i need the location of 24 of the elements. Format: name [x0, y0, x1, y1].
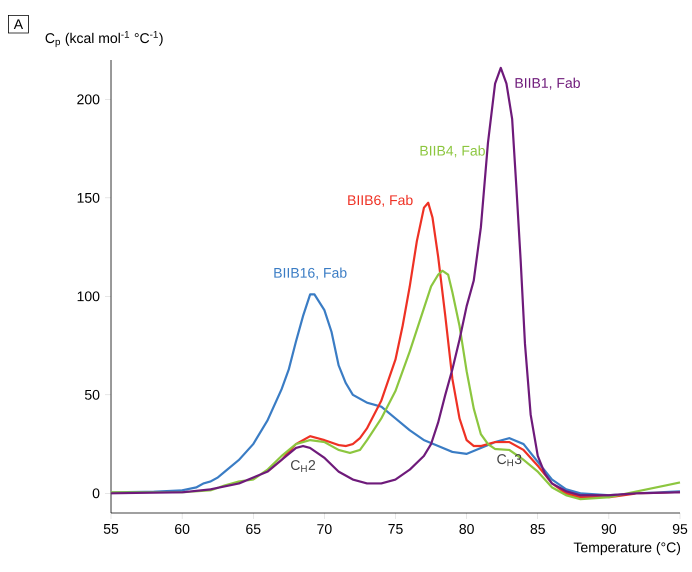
- chart-title: A: [14, 19, 24, 30]
- x-tick-label: 65: [246, 524, 260, 534]
- x-axis-title: Temperature (°C): [574, 542, 680, 556]
- series-label: BIIB16, Fab: [274, 268, 347, 280]
- x-tick-label: 95: [672, 524, 688, 534]
- x-tick-label: 70: [317, 524, 332, 534]
- series-label: BIIB1, Fab: [516, 78, 580, 90]
- line-series: [110, 66, 682, 496]
- y-tick-label: 100: [78, 291, 100, 302]
- y-tick-label: 200: [77, 94, 100, 104]
- x-tick-label: 90: [602, 524, 616, 534]
- y-tick-label: 0: [92, 488, 100, 498]
- y-tick-label: 50: [84, 390, 100, 400]
- x-tick-label: 60: [175, 524, 190, 534]
- y-axis-title: C$_{p}$ (kcal mol$^{-1}$ °C$^{-1}$): [46, 30, 163, 48]
- x-tick-label: 85: [530, 524, 545, 534]
- y-tick-label: 150: [78, 192, 100, 203]
- annotation: C$_{H}$2: [291, 460, 316, 472]
- text: BIIB4, Fab: [420, 145, 485, 158]
- x-tick-label: 80: [459, 524, 474, 534]
- annotation: C$_{H}$3: [497, 454, 522, 466]
- x-tick-label: 55: [104, 524, 118, 534]
- series-label: BIIB6, Fab: [348, 194, 413, 207]
- x-tick-label: 75: [388, 524, 403, 534]
